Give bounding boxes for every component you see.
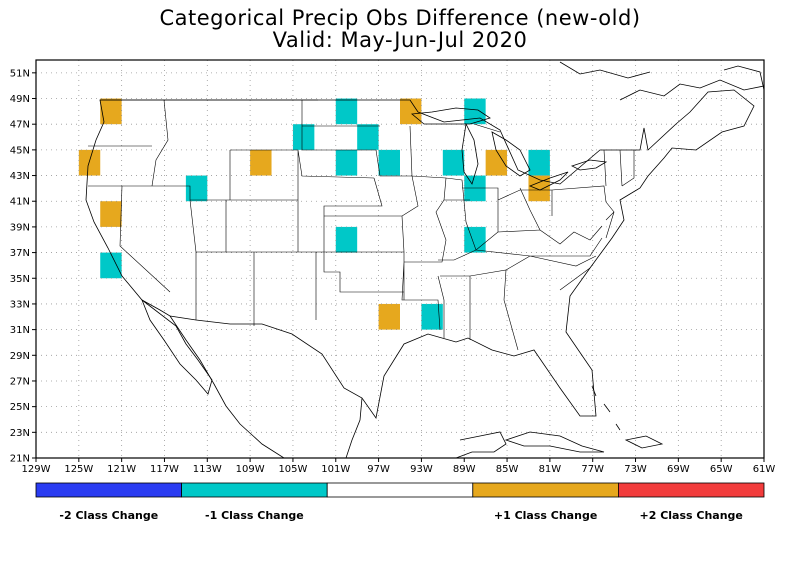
us-outline (85, 89, 755, 420)
lat-tick-label: 31N (10, 325, 30, 336)
lat-tick-label: 45N (10, 145, 30, 156)
legend-swatch-2 (326, 482, 474, 498)
difference-cell-10 (378, 149, 400, 176)
lon-tick-label: 97W (367, 464, 390, 475)
color-legend: -2 Class Change -1 Class Change +1 Class C… (35, 482, 765, 522)
difference-cell-11 (335, 226, 358, 253)
lat-tick-label: 41N (10, 197, 30, 208)
difference-cell-4 (185, 175, 208, 202)
lake-erie (528, 171, 569, 191)
lat-tick-label: 47N (10, 120, 30, 131)
legend-swatch-1 (181, 482, 328, 498)
lat-tick-label: 43N (10, 171, 30, 182)
canada-coast (619, 79, 764, 101)
lon-tick-label: 85W (496, 464, 519, 475)
lon-tick-label: 69W (667, 464, 690, 475)
lon-tick-label: 109W (236, 464, 265, 475)
lat-tick-label: 29N (10, 351, 30, 362)
lat-tick-label: 35N (10, 274, 30, 285)
axis-ticks: 129W 125W 121W 117W 113W 109W 105W 101W 97W 93W 89… (10, 68, 776, 475)
lon-tick-label: 73W (624, 464, 647, 475)
newfoundland-coast (723, 65, 764, 91)
lat-tick-label: 37N (10, 248, 30, 259)
difference-cell-14 (442, 149, 465, 176)
map-title: Categorical Precip Obs Difference (new-o… (159, 6, 641, 30)
lake-ontario (570, 159, 608, 171)
hispaniola (624, 435, 664, 449)
legend-label-0: -2 Class Change (59, 509, 158, 522)
mexico-gulf-coast (345, 397, 363, 458)
lat-tick-label: 21N (10, 454, 30, 465)
lon-tick-label: 129W (22, 464, 51, 475)
difference-cell-20 (378, 303, 400, 330)
difference-cell-12 (400, 98, 422, 125)
lon-tick-label: 125W (64, 464, 93, 475)
lat-tick-label: 39N (10, 222, 30, 233)
difference-cell-3 (100, 252, 122, 279)
difference-cell-2 (100, 201, 122, 227)
difference-cells (78, 98, 550, 330)
difference-cell-0 (100, 98, 122, 125)
lon-tick-label: 61W (753, 464, 776, 475)
hudson-coast (559, 61, 651, 79)
lake-michigan (461, 122, 479, 185)
lon-tick-label: 65W (710, 464, 733, 475)
legend-label-3: +1 Class Change (494, 509, 597, 522)
lat-tick-label: 23N (10, 428, 30, 439)
legend-label-4: +2 Class Change (640, 509, 743, 522)
legend-swatch-0 (35, 482, 183, 498)
legend-swatch-4 (618, 482, 765, 498)
coastlines-and-borders (85, 61, 764, 458)
lon-tick-label: 93W (410, 464, 433, 475)
difference-cell-6 (292, 124, 315, 150)
cuba (504, 431, 605, 453)
difference-cell-21 (421, 303, 443, 330)
difference-cell-18 (528, 175, 550, 202)
lon-tick-label: 77W (581, 464, 604, 475)
difference-cell-5 (250, 149, 272, 176)
difference-cell-17 (464, 175, 486, 202)
lon-tick-label: 113W (193, 464, 222, 475)
bahamas (591, 385, 621, 431)
lon-tick-label: 89W (453, 464, 476, 475)
lat-tick-label: 27N (10, 376, 30, 387)
lat-tick-label: 51N (10, 68, 30, 79)
lon-tick-label: 121W (107, 464, 136, 475)
legend-swatch-3 (472, 482, 619, 498)
difference-cell-15 (485, 149, 508, 176)
difference-cell-1 (78, 149, 101, 176)
difference-cell-19 (464, 226, 486, 253)
difference-cell-16 (528, 149, 550, 176)
lat-tick-label: 49N (10, 94, 30, 105)
lon-tick-label: 117W (150, 464, 179, 475)
difference-cell-9 (335, 149, 358, 176)
lon-tick-label: 81W (539, 464, 562, 475)
lon-tick-label: 105W (278, 464, 307, 475)
lon-tick-label: 101W (321, 464, 350, 475)
lat-tick-label: 33N (10, 299, 30, 310)
yucatan (455, 431, 507, 458)
map-subtitle: Valid: May-Jun-Jul 2020 (272, 28, 528, 52)
difference-cell-8 (357, 124, 379, 150)
legend-label-1: -1 Class Change (205, 509, 304, 522)
mexico-west-coast (169, 315, 285, 458)
lake-huron (491, 131, 531, 177)
lake-superior (411, 107, 491, 125)
baja-california (141, 298, 213, 395)
map-frame (35, 59, 765, 459)
lat-tick-label: 25N (10, 402, 30, 413)
state-borders (88, 99, 635, 351)
difference-cell-7 (335, 98, 358, 125)
